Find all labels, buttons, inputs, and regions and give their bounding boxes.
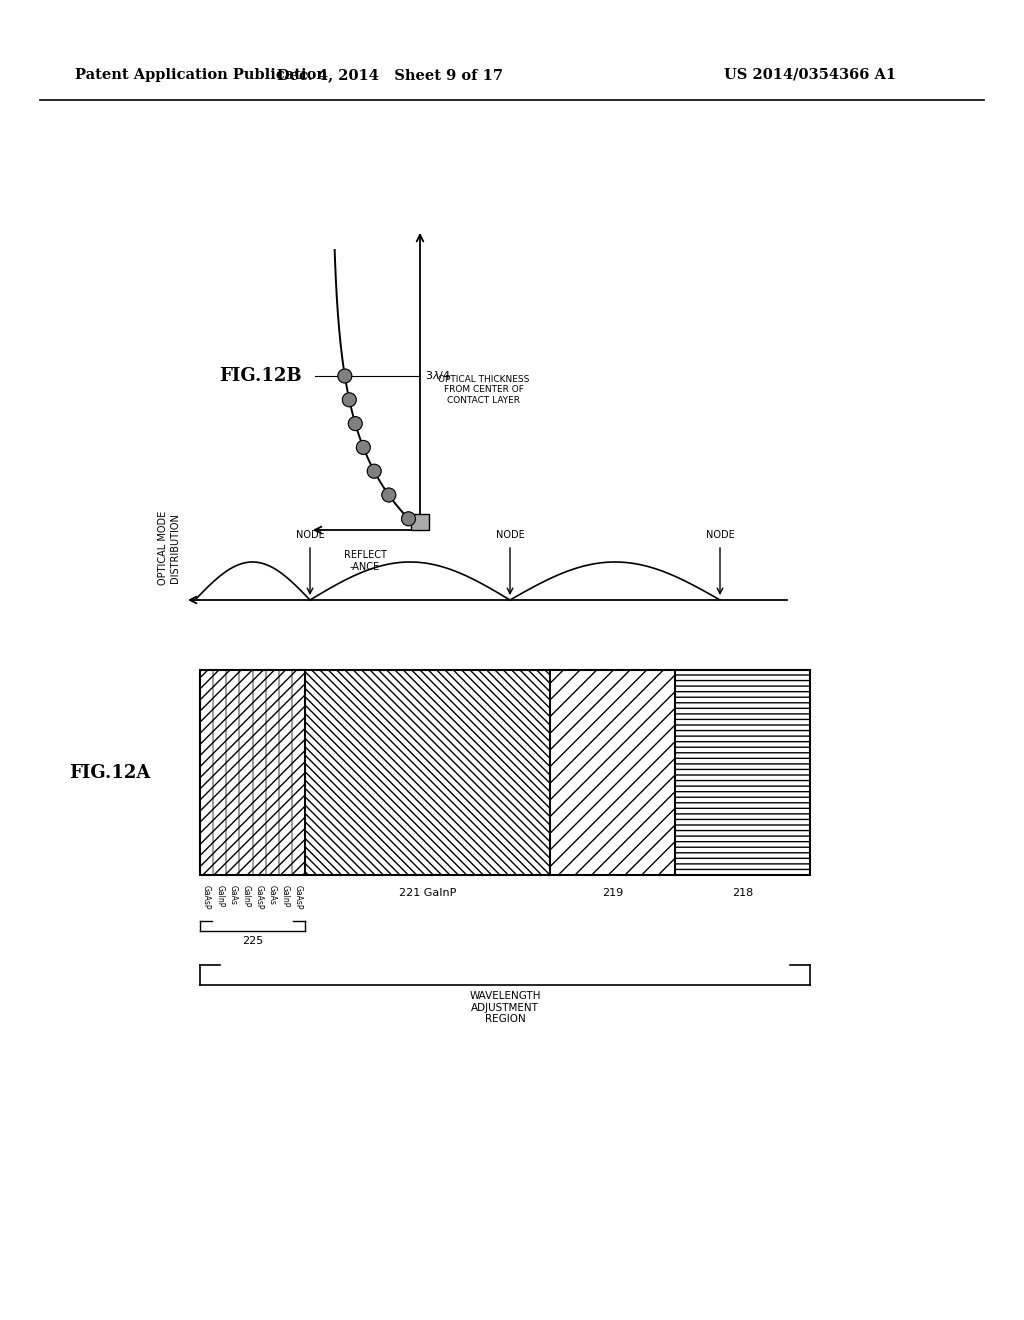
Text: $3\lambda/4$: $3\lambda/4$ <box>425 370 451 383</box>
Text: WAVELENGTH
ADJUSTMENT
REGION: WAVELENGTH ADJUSTMENT REGION <box>469 991 541 1024</box>
Text: Patent Application Publication: Patent Application Publication <box>75 69 327 82</box>
Text: Dec. 4, 2014   Sheet 9 of 17: Dec. 4, 2014 Sheet 9 of 17 <box>278 69 503 82</box>
Text: FIG.12A: FIG.12A <box>70 763 151 781</box>
Text: REFLECT: REFLECT <box>344 550 386 560</box>
Bar <box>200 671 810 875</box>
Text: -ANCE: -ANCE <box>350 562 380 572</box>
Bar <box>675 671 810 875</box>
Circle shape <box>342 393 356 407</box>
Circle shape <box>368 465 381 478</box>
Text: NODE: NODE <box>496 531 524 540</box>
Text: GaAs: GaAs <box>228 884 238 906</box>
Text: 218: 218 <box>732 888 753 898</box>
Bar <box>253 671 265 875</box>
Bar <box>240 671 253 875</box>
Bar <box>279 671 292 875</box>
Text: GaInP: GaInP <box>242 884 251 907</box>
Text: OPTICAL THICKNESS
FROM CENTER OF
CONTACT LAYER: OPTICAL THICKNESS FROM CENTER OF CONTACT… <box>438 375 529 405</box>
Text: 225: 225 <box>242 936 263 946</box>
Text: 221 GaInP: 221 GaInP <box>398 888 456 898</box>
Circle shape <box>401 512 416 525</box>
Bar <box>213 671 226 875</box>
Bar <box>411 513 429 531</box>
Text: GaInP: GaInP <box>215 884 224 907</box>
Bar <box>292 671 305 875</box>
Bar <box>226 671 240 875</box>
Bar <box>305 671 550 875</box>
Circle shape <box>348 417 362 430</box>
Bar <box>200 671 213 875</box>
Circle shape <box>338 370 352 383</box>
Text: NODE: NODE <box>706 531 734 540</box>
Text: 219: 219 <box>602 888 624 898</box>
Text: NODE: NODE <box>296 531 325 540</box>
Text: GaInP: GaInP <box>281 884 290 907</box>
Text: OPTICAL MODE
DISTRIBUTION: OPTICAL MODE DISTRIBUTION <box>159 511 180 585</box>
Circle shape <box>356 441 371 454</box>
Bar <box>265 671 279 875</box>
Text: GaAs: GaAs <box>267 884 276 906</box>
Text: US 2014/0354366 A1: US 2014/0354366 A1 <box>724 69 896 82</box>
Text: GaAsP: GaAsP <box>294 884 303 909</box>
Text: GaAsP: GaAsP <box>202 884 211 909</box>
Text: GaAsP: GaAsP <box>255 884 263 909</box>
Bar <box>550 671 675 875</box>
Text: FIG.12B: FIG.12B <box>219 367 301 385</box>
Circle shape <box>382 488 396 502</box>
